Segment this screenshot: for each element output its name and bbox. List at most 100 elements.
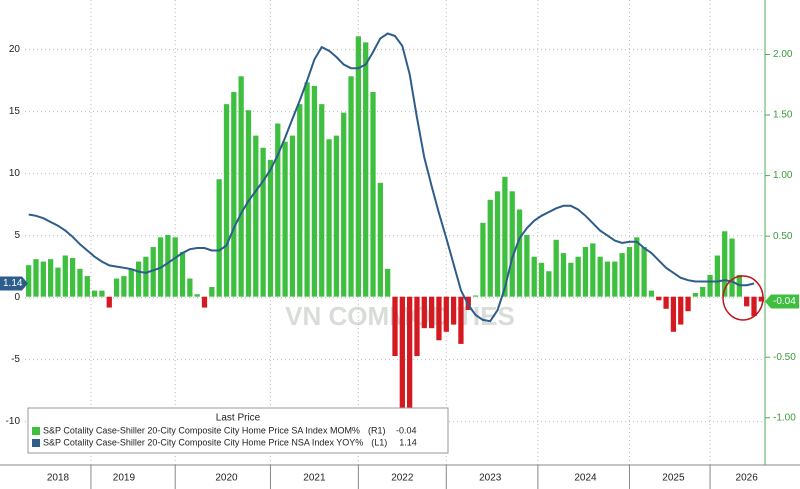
bar [216,179,222,297]
x-tick-label: 2025 [662,473,685,484]
bar [634,237,640,297]
y-tick-label: 10 [9,168,21,179]
bar [48,259,54,297]
bar [187,278,193,297]
legend-last-value: 1.14 [399,437,417,447]
y-tick-label: 0 [14,292,20,303]
bar [582,247,589,297]
bar [128,268,134,297]
bar [113,278,120,297]
bar [722,231,728,297]
bar [685,296,691,312]
bar [472,295,479,297]
bar [238,76,244,297]
y-tick-label: 15 [9,106,21,117]
y2-tick-label: 1.00 [773,170,793,181]
bar [201,296,208,308]
bar [428,296,435,329]
y-tick-label: 20 [9,44,21,55]
legend-axis-tag: (L1) [371,437,387,447]
bar [267,159,274,297]
bar [758,296,764,302]
bar [231,92,237,297]
legend-last-value: -0.04 [396,425,417,435]
bar [531,256,537,297]
bar [619,253,625,297]
bar [348,76,354,297]
bar [172,237,178,297]
plot [26,32,764,415]
bar [626,247,633,297]
bar [319,104,325,297]
bar [69,257,76,297]
y2-tick-label: 0.50 [773,231,793,242]
highlight-circle [722,275,764,321]
x-tick-label: 2018 [47,473,70,484]
x-tick-label: 2019 [113,473,136,484]
bar [297,104,303,297]
bar [443,296,449,332]
bar [751,296,757,317]
legend-box [27,407,449,454]
bar [55,267,61,297]
bar [524,234,530,297]
bar [590,243,596,297]
y2-tick-label: -1.00 [773,412,796,423]
bar [707,274,713,297]
y2-tick-label: 2.00 [773,49,793,60]
y2-tick-label: -0.50 [773,352,796,363]
bar [714,255,721,297]
x-tick-label: 2026 [736,473,759,484]
bar [575,256,581,297]
bar [282,141,288,297]
labels: -10 -5 0 5 10 15 20 -1.00 -0.50 0.50 1.00 1.50 2.00 2… [0,44,799,489]
bar [568,262,574,297]
bar [399,296,405,415]
bar [289,135,296,297]
bar [458,296,464,344]
x-tick-label: 2024 [574,473,597,484]
bar [436,296,442,341]
legend-label: S&P Cotality Case-Shiller 20-City Compos… [43,425,360,435]
bar [370,92,376,297]
bar [62,255,68,297]
legend-title: Last Price [216,413,261,424]
bar [648,290,655,297]
bar [494,191,501,297]
bar [385,268,391,297]
bar [560,253,567,297]
bar [99,290,105,297]
bar [121,276,127,297]
y-tick-label: -10 [6,416,21,427]
bar [612,261,618,297]
bar [538,262,545,297]
bar [377,182,383,297]
bar [33,259,39,297]
bar [480,222,486,297]
bar [597,256,603,297]
bar [106,296,112,308]
bar [407,296,413,415]
line [28,32,755,323]
bar [355,36,362,297]
bar [729,238,735,297]
bar [253,135,259,297]
bar [194,294,200,297]
bar [604,261,611,297]
bar [260,147,266,297]
legend-axis-tag: (R1) [368,425,386,435]
bar [209,286,215,297]
bar [304,82,310,297]
y2-tick-label: 1.50 [773,110,793,121]
bar [165,234,171,297]
x-tick-label: 2023 [479,473,502,484]
bar [487,199,493,297]
bar [678,296,684,325]
last-value-label: -0.04 [773,296,796,307]
bar [553,239,559,297]
bar [135,261,142,297]
bar [692,293,699,297]
bar [502,176,508,297]
legend-swatch [32,427,40,435]
bar [84,276,90,297]
